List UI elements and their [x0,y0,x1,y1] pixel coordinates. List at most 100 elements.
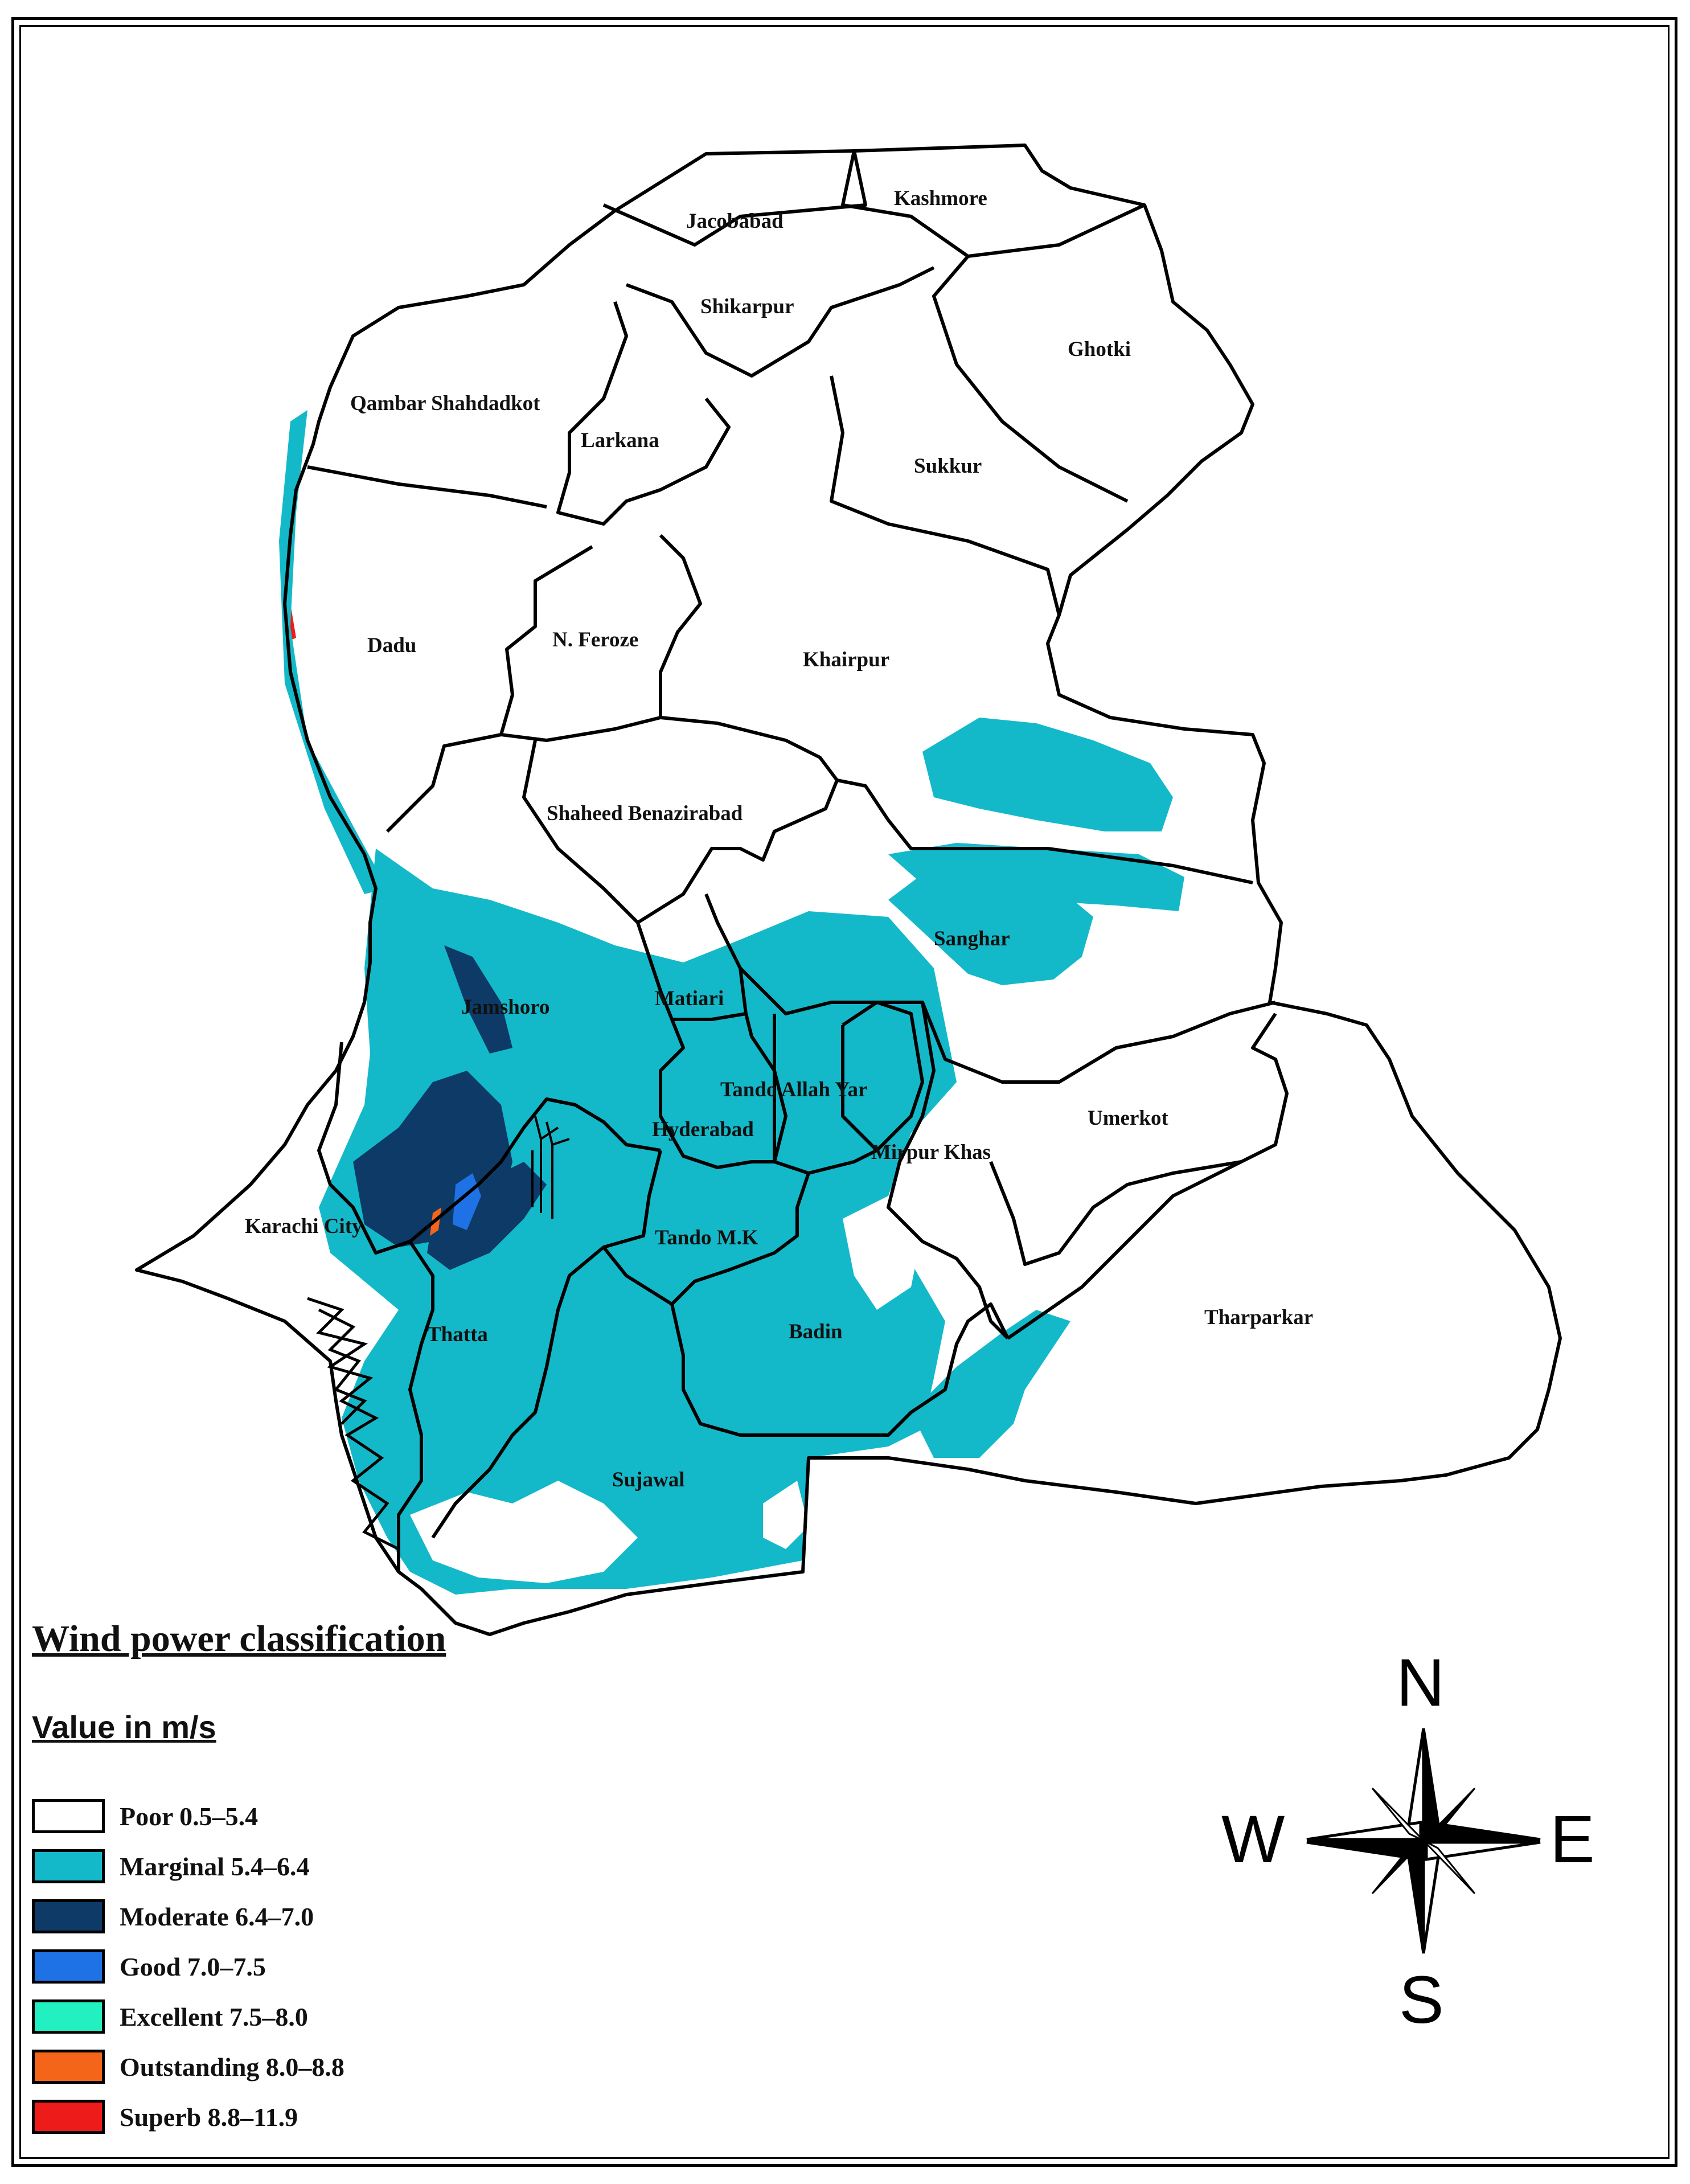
legend-item-moderate: Moderate 6.4–7.0 [32,1891,344,1941]
legend-label-marginal: Marginal 5.4–6.4 [120,1851,310,1881]
marginal-zone-sanghar [888,843,1184,911]
coastline-detail [307,1297,400,1551]
compass-diag-ne [1422,1787,1476,1842]
boundary-nferoze [499,534,702,742]
poor-pocket-south [410,1481,638,1583]
boundary-mirpurkhas [887,1002,1010,1340]
legend-swatch-excellent [32,1999,105,2034]
legend-item-good: Good 7.0–7.5 [32,1941,344,1992]
legend-swatch-poor [32,1799,105,1833]
boundary-hyderabad [659,1013,776,1169]
boundary-thatta [397,1240,434,1572]
legend-label-outstanding: Outstanding 8.0–8.8 [120,2052,344,2081]
legend-label-poor: Poor 0.5–5.4 [120,1801,259,1831]
boundary-tharparkar [1007,1160,1242,1340]
moderate-zone-thatta [427,1162,547,1270]
district-label-matiari: Matiari [655,987,724,1010]
boundary-umerkot [989,1013,1289,1266]
boundary-qambar [307,465,547,509]
boundary-karachi [317,1042,661,1255]
compass-diag-sw [1371,1839,1425,1895]
boundary-larkana [556,301,731,526]
boundary-sukkur [830,375,1061,616]
district-label-badin: Badin [789,1320,843,1343]
boundary-sujawal [431,1245,605,1539]
compass-west-arm-bottom [1306,1841,1422,1861]
sindh-outline [135,144,1562,1636]
poor-pocket-badin [843,1196,922,1310]
boundary-kashmore [841,150,1146,258]
district-label-shikarpur: Shikarpur [700,295,794,318]
compass-rose: N S W E [1221,1645,1595,2038]
poor-pockets [410,1196,922,1583]
district-label-jamshoro: Jamshoro [461,995,550,1019]
district-label-tharparkar: Tharparkar [1204,1306,1313,1329]
compass-west-label: W [1221,1802,1285,1877]
marginal-zone-south [319,849,957,1595]
district-label-mirpurkhas: Mirpur Khas [871,1141,991,1164]
legend-label-excellent: Excellent 7.5–8.0 [120,2002,308,2031]
map-frame-outer [11,17,1677,2167]
district-label-qambar: Qambar Shahdadkot [350,392,540,415]
boundary-benazirabad [522,716,839,924]
boundary-tandoallahyar-east [842,1001,924,1152]
compass-east-arm-bottom [1425,1841,1541,1861]
legend-label-moderate: Moderate 6.4–7.0 [120,1902,314,1931]
district-label-tandoallahyar: Tando Allah Yar [720,1078,867,1101]
boundary-jacobabad [602,150,867,247]
compass-east-arm-top [1425,1821,1541,1841]
district-boundaries [135,144,1562,1636]
legend-item-poor: Poor 0.5–5.4 [32,1791,344,1841]
district-labels: Jacobabad Kashmore Shikarpur Ghotki Qamb… [245,187,1313,1491]
legend-swatch-outstanding [32,2050,105,2084]
legend-title: Wind power classification [32,1618,446,1659]
legend-subtitle: Value in m/s [32,1709,216,1745]
boundary-khairpur-sanghar [836,778,1253,884]
moderate-zone-strip [444,945,512,1054]
legend-label-superb: Superb 8.8–11.9 [120,2102,298,2132]
district-label-ghotki: Ghotki [1068,338,1131,361]
marginal-zone-khairpur [922,718,1173,831]
legend-swatch-marginal [32,1849,105,1883]
compass-diag-nw [1371,1787,1425,1842]
compass-east-label: E [1550,1802,1595,1877]
district-label-jacobabad: Jacobabad [686,210,784,233]
district-label-sanghar: Sanghar [934,927,1010,950]
legend-swatch-moderate [32,1899,105,1933]
legend-swatch-superb [32,2100,105,2134]
boundary-matiari [636,893,748,1021]
legend-swatch-good [32,1949,105,1984]
legend-item-marginal: Marginal 5.4–6.4 [32,1841,344,1891]
district-label-hyderabad: Hyderabad [652,1118,754,1141]
district-label-kashmore: Kashmore [894,187,987,210]
turbine-blades [534,1116,570,1146]
marginal-zone-coast-strip [279,410,387,894]
legend-label-good: Good 7.0–7.5 [120,1952,266,1981]
legend-item-outstanding: Outstanding 8.0–8.8 [32,2042,344,2092]
compass-north-label: N [1396,1645,1445,1720]
district-label-umerkot: Umerkot [1088,1107,1168,1130]
district-label-sukkur: Sukkur [914,454,982,478]
boundary-badin [670,1302,1010,1437]
boundary-tandoallahyar [773,1014,879,1175]
wind-turbine-icon [531,1116,570,1219]
map-frame-inner [19,25,1670,2159]
poor-pocket-sujawal [763,1481,809,1549]
coastline-creeks-2 [318,1308,367,1425]
district-label-dadu: Dadu [367,634,416,657]
coastline-creeks [307,1297,400,1551]
district-label-thatta: Thatta [427,1323,488,1346]
boundary-tandomk [602,1150,810,1306]
marginal-zone-tharparkar [911,1310,1070,1458]
wind-zones [279,410,1184,1595]
boundary-ghotki [932,255,1129,503]
district-label-khairpur: Khairpur [803,648,889,671]
legend: Poor 0.5–5.4 Marginal 5.4–6.4 Moderate 6… [32,1791,344,2142]
compass-west-arm-top [1306,1821,1422,1841]
district-label-benazirabad: Shaheed Benazirabad [547,802,743,825]
district-label-larkana: Larkana [581,429,659,452]
district-label-nferoze: N. Feroze [552,628,638,651]
legend-item-superb: Superb 8.8–11.9 [32,2092,344,2142]
district-label-sujawal: Sujawal [612,1468,684,1491]
